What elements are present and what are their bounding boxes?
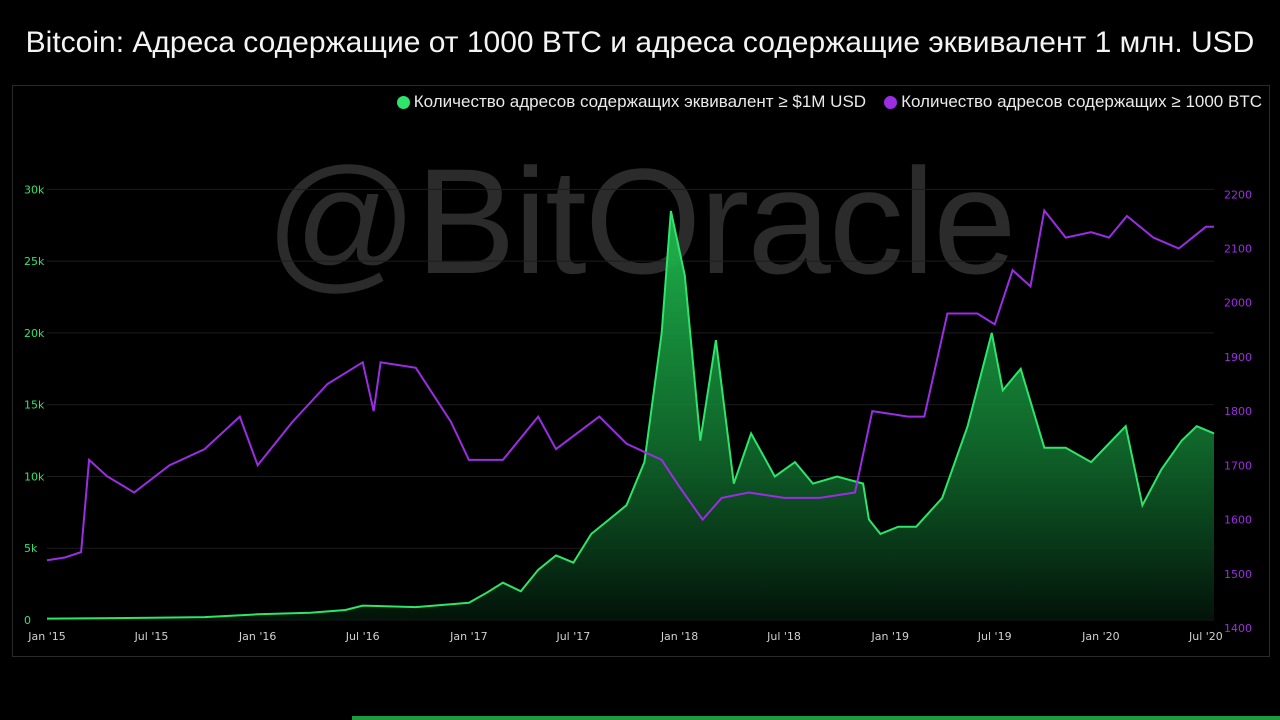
x-tick-label: Jan '15 [27, 630, 65, 643]
y-right-tick-label: 1700 [1224, 459, 1252, 472]
x-tick-label: Jan '17 [449, 630, 487, 643]
y-right-tick-label: 1500 [1224, 568, 1252, 581]
chart-title: Bitcoin: Адреса содержащие от 1000 BTC и… [25, 26, 1255, 59]
y-right-tick-label: 1600 [1224, 514, 1252, 527]
y-right-tick-label: 1800 [1224, 405, 1252, 418]
y-right-tick-label: 2200 [1224, 188, 1252, 201]
chart-legend: Количество адресов содержащих эквивалент… [396, 92, 1262, 112]
x-tick-label: Jul '20 [1188, 630, 1223, 643]
series-green-line [46, 210, 1215, 620]
y-left-tick-label: 10k [24, 470, 45, 483]
y-left-tick-label: 25k [24, 255, 45, 268]
x-axis-ticks: Jan '15 Jul '15 Jan '16 Jul '16 Jan '17 Jul '… [27, 630, 1223, 643]
series-purple-line [46, 208, 1214, 562]
legend-item-purple[interactable]: Количество адресов содержащих ≥ 1000 BTC [884, 92, 1262, 112]
y-right-tick-label: 1400 [1224, 622, 1252, 635]
x-tick-label: Jul '19 [977, 630, 1012, 643]
x-tick-label: Jan '20 [1081, 630, 1119, 643]
legend-dot-purple-icon [884, 95, 898, 109]
y-axis-left-ticks: 0 5k 10k 15k 20k 25k 30k [24, 183, 45, 627]
watermark: @BitOracle [265, 137, 1016, 305]
x-tick-label: Jul '15 [134, 630, 169, 643]
series-area-group [47, 210, 1214, 620]
x-tick-label: Jul '18 [766, 630, 801, 643]
x-tick-label: Jul '16 [345, 630, 380, 643]
y-left-tick-label: 5k [24, 542, 38, 555]
legend-label-purple: Количество адресов содержащих ≥ 1000 BTC [901, 92, 1262, 111]
series-green-area [47, 210, 1214, 620]
legend-label-green: Количество адресов содержащих эквивалент… [413, 92, 867, 111]
legend-item-green[interactable]: Количество адресов содержащих эквивалент… [396, 92, 867, 112]
y-left-tick-label: 0 [24, 614, 31, 627]
x-tick-label: Jan '19 [870, 630, 908, 643]
y-right-tick-label: 2000 [1224, 297, 1252, 310]
y-left-tick-label: 30k [24, 183, 45, 196]
x-tick-label: Jul '17 [555, 630, 590, 643]
bottom-accent-bar [352, 716, 1280, 720]
x-tick-label: Jan '18 [660, 630, 698, 643]
y-left-tick-label: 20k [24, 327, 45, 340]
legend-dot-green-icon [396, 95, 410, 109]
y-left-tick-label: 15k [24, 399, 45, 412]
series-line-group [46, 208, 1215, 620]
y-right-tick-label: 1900 [1224, 351, 1252, 364]
y-right-tick-label: 2100 [1224, 242, 1252, 255]
x-tick-label: Jan '16 [238, 630, 276, 643]
y-axis-right-ticks: 1400 1500 1600 1700 1800 1900 2000 2100 2200 [1224, 188, 1252, 635]
